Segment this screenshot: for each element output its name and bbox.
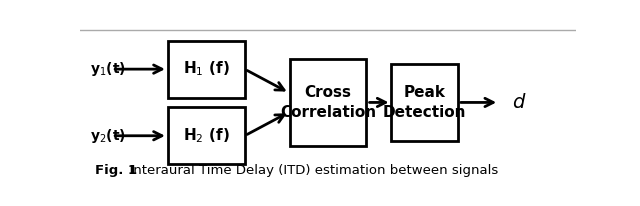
- Bar: [168, 107, 245, 164]
- Bar: [168, 41, 245, 98]
- Bar: [391, 64, 458, 140]
- Text: Peak
Detection: Peak Detection: [383, 85, 467, 120]
- Text: H$_1$ (f): H$_1$ (f): [183, 60, 230, 78]
- Text: y$_2$(t): y$_2$(t): [90, 127, 126, 145]
- Text: Fig. 1: Fig. 1: [95, 164, 137, 177]
- Text: y$_1$(t): y$_1$(t): [90, 60, 126, 78]
- Text: $\mathbf{\mathit{d}}$: $\mathbf{\mathit{d}}$: [511, 93, 526, 112]
- Text: Cross
Correlation: Cross Correlation: [280, 85, 376, 120]
- Text: Interaural Time Delay (ITD) estimation between signals: Interaural Time Delay (ITD) estimation b…: [121, 164, 498, 177]
- Text: H$_2$ (f): H$_2$ (f): [183, 126, 230, 145]
- Bar: [289, 59, 367, 146]
